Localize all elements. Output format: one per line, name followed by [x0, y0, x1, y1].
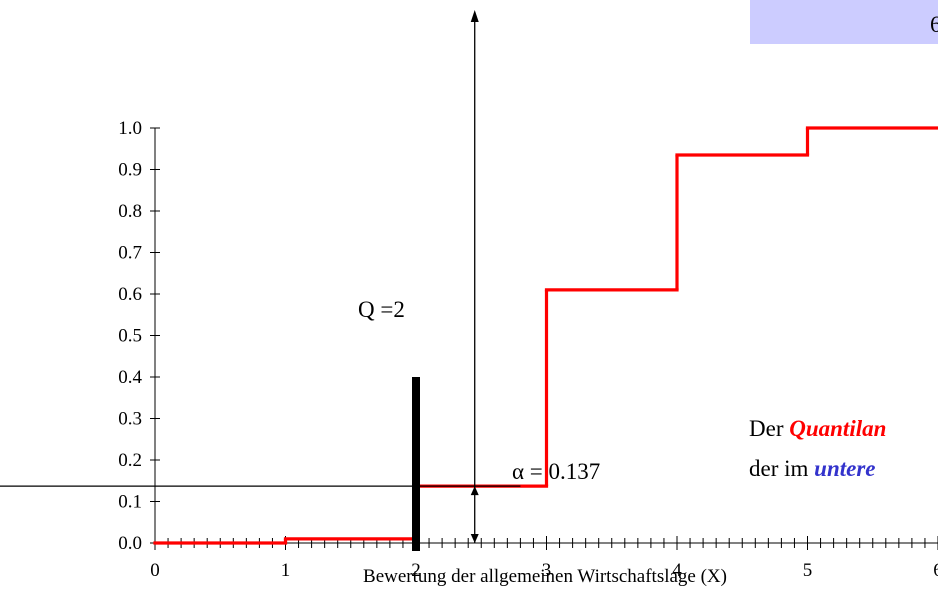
x-tick-label: 0	[150, 560, 160, 581]
arrow-head-top	[470, 10, 479, 22]
note-line-1-emph: Quantilan	[789, 416, 886, 441]
y-tick-label: 0.5	[118, 326, 142, 347]
header-box-text: 6	[930, 12, 938, 37]
y-tick-label: 0.6	[118, 284, 142, 305]
x-axis-label: Bewertung der allgemeinen Wirtschaftslag…	[363, 566, 727, 587]
y-tick-label: 0.2	[118, 450, 142, 471]
alpha-arrow-up	[470, 486, 479, 496]
overlay-annotations	[0, 10, 521, 551]
quantile-bar	[412, 377, 420, 551]
note-line-2-emph: untere	[814, 456, 875, 481]
note-line-2: der im untere	[749, 456, 876, 481]
note-line-2-prefix: der im	[749, 456, 814, 481]
axis-ticks: 0.0 0.1 0.2 0.3 0.4 0.5 0.6 0.7 0.8 0.9 1.0 0 1 2 3 4 5 6	[118, 118, 938, 581]
alpha-label: α = 0.137	[512, 459, 600, 484]
header-box	[750, 0, 938, 44]
alpha-arrow-down	[470, 534, 479, 543]
x-tick-label: 3	[542, 560, 552, 581]
y-tick-label: 0.0	[118, 533, 142, 554]
x-tick-label: 5	[803, 560, 813, 581]
x-tick-label: 4	[672, 560, 682, 581]
y-tick-label: 1.0	[118, 118, 142, 139]
y-tick-label: 0.8	[118, 201, 142, 222]
y-tick-label: 0.1	[118, 492, 142, 513]
note-line-1: Der Quantilan	[749, 416, 886, 441]
x-tick-label: 1	[281, 560, 291, 581]
y-tick-label: 0.3	[118, 409, 142, 430]
x-tick-label: 2	[411, 560, 421, 581]
y-tick-label: 0.9	[118, 160, 142, 181]
y-tick-label: 0.4	[118, 367, 142, 388]
x-tick-label: 6	[933, 560, 938, 581]
note-line-1-prefix: Der	[749, 416, 789, 441]
quantile-label: Q =2	[358, 297, 405, 322]
y-tick-label: 0.7	[118, 243, 142, 264]
